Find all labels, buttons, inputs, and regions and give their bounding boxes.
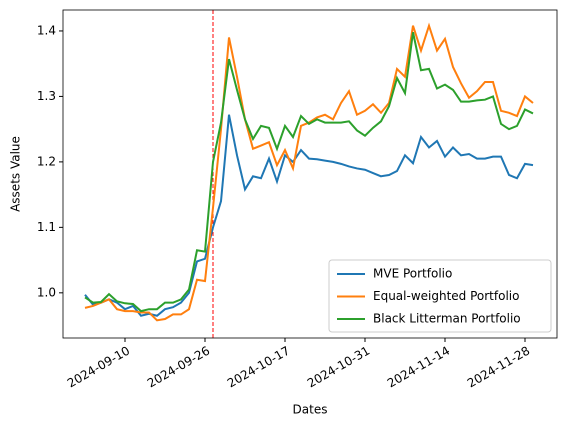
x-tick-label: 2024-11-14 — [385, 344, 452, 391]
y-tick-label: 1.1 — [37, 220, 56, 234]
y-tick-label: 1.0 — [37, 285, 56, 299]
y-tick-label: 1.2 — [37, 154, 56, 168]
x-axis-label: Dates — [293, 403, 328, 417]
x-tick-label: 2024-10-31 — [305, 344, 372, 391]
y-tick-label: 1.4 — [37, 23, 56, 37]
x-tick-label: 2024-09-26 — [145, 344, 212, 391]
legend-box — [328, 259, 552, 333]
line-series — [84, 32, 534, 313]
legend-label: Black Litterman Portfolio — [373, 312, 521, 326]
y-tick-label: 1.3 — [37, 89, 56, 103]
legend-label: Equal-weighted Portfolio — [373, 289, 519, 303]
legend-label: MVE Portfolio — [373, 267, 452, 281]
line-series — [84, 114, 534, 317]
x-tick-label: 2024-10-17 — [225, 344, 292, 391]
x-tick-label: 2024-09-10 — [65, 344, 132, 391]
x-tick-label: 2024-11-28 — [465, 344, 532, 391]
y-axis-label: Assets Value — [9, 136, 23, 212]
plot-frame — [62, 9, 558, 339]
